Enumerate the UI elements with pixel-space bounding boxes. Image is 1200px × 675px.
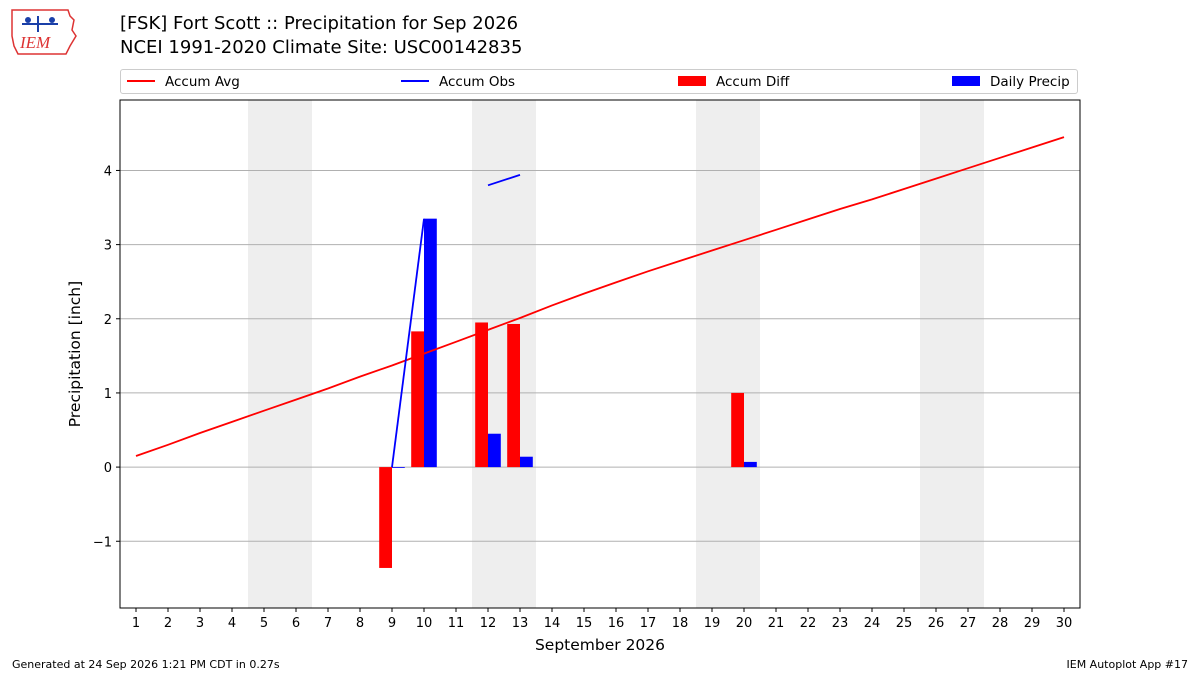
x-tick-label: 6 bbox=[292, 616, 300, 631]
x-tick-label: 1 bbox=[132, 616, 140, 631]
x-tick-label: 2 bbox=[164, 616, 172, 631]
x-tick-label: 16 bbox=[608, 616, 625, 631]
footer-app: IEM Autoplot App #17 bbox=[1066, 658, 1189, 671]
x-tick-label: 30 bbox=[1056, 616, 1073, 631]
daily-precip-bar bbox=[392, 467, 405, 468]
x-tick-label: 23 bbox=[832, 616, 849, 631]
y-tick-label: −1 bbox=[93, 535, 112, 550]
x-tick-label: 26 bbox=[928, 616, 945, 631]
logo-text: IEM bbox=[19, 33, 51, 52]
x-tick-label: 29 bbox=[1024, 616, 1041, 631]
x-tick-label: 17 bbox=[640, 616, 657, 631]
x-tick-label: 7 bbox=[324, 616, 332, 631]
weekend-shade-3 bbox=[696, 100, 760, 608]
legend-item-daily-precip: Daily Precip bbox=[952, 73, 1070, 91]
legend-swatch-daily-precip bbox=[952, 76, 980, 86]
accum-obs-line bbox=[391, 218, 425, 468]
weekend-shade-4 bbox=[920, 100, 984, 608]
x-tick-label: 10 bbox=[416, 616, 433, 631]
y-tick-label: 1 bbox=[104, 387, 112, 402]
x-tick-label: 21 bbox=[768, 616, 785, 631]
chart-title: [FSK] Fort Scott :: Precipitation for Se… bbox=[120, 12, 522, 60]
legend-swatch-accum-diff bbox=[678, 76, 706, 86]
legend-label-accum-avg: Accum Avg bbox=[165, 74, 240, 90]
x-tick-label: 8 bbox=[356, 616, 364, 631]
title-line-2: NCEI 1991-2020 Climate Site: USC00142835 bbox=[120, 37, 523, 58]
legend-item-accum-diff: Accum Diff bbox=[678, 73, 789, 91]
x-tick-label: 15 bbox=[576, 616, 593, 631]
x-tick-label: 3 bbox=[196, 616, 204, 631]
legend-item-accum-obs: Accum Obs bbox=[401, 73, 515, 91]
y-tick-label: 3 bbox=[104, 239, 112, 254]
accum-diff-bar bbox=[411, 331, 424, 468]
x-tick-label: 9 bbox=[388, 616, 396, 631]
weekend-shade-1 bbox=[248, 100, 312, 608]
accum-avg-line bbox=[135, 136, 1065, 457]
accum-obs-line bbox=[487, 174, 521, 187]
x-tick-label: 12 bbox=[480, 616, 497, 631]
x-tick-label: 13 bbox=[512, 616, 529, 631]
iem-logo: IEM bbox=[11, 9, 77, 55]
y-axis-label: Precipitation [inch] bbox=[66, 281, 84, 427]
daily-precip-bar bbox=[744, 461, 757, 468]
x-tick-label: 22 bbox=[800, 616, 817, 631]
accum-diff-bar bbox=[507, 323, 520, 468]
legend-swatch-accum-avg bbox=[127, 80, 155, 82]
x-tick-label: 18 bbox=[672, 616, 689, 631]
legend-label-accum-obs: Accum Obs bbox=[439, 74, 516, 90]
daily-precip-bar bbox=[424, 218, 437, 468]
x-tick-label: 27 bbox=[960, 616, 977, 631]
legend: Accum Avg Accum Obs Accum Diff Daily Pre… bbox=[120, 69, 1078, 94]
legend-swatch-accum-obs bbox=[401, 80, 429, 82]
x-tick-label: 24 bbox=[864, 616, 881, 631]
accum-diff-bar bbox=[379, 467, 392, 568]
plot-frame bbox=[119, 99, 1081, 609]
accum-diff-bar bbox=[475, 322, 488, 468]
x-tick-label: 28 bbox=[992, 616, 1009, 631]
y-tick-label: 2 bbox=[104, 313, 112, 328]
legend-item-accum-avg: Accum Avg bbox=[127, 73, 240, 91]
x-tick-label: 4 bbox=[228, 616, 236, 631]
title-line-1: [FSK] Fort Scott :: Precipitation for Se… bbox=[120, 13, 519, 34]
accum-diff-bar bbox=[731, 392, 744, 468]
x-tick-label: 19 bbox=[704, 616, 721, 631]
x-tick-label: 5 bbox=[260, 616, 268, 631]
x-tick-label: 25 bbox=[896, 616, 913, 631]
footer-generated: Generated at 24 Sep 2026 1:21 PM CDT in … bbox=[12, 658, 280, 671]
legend-label-daily-precip: Daily Precip bbox=[990, 74, 1070, 90]
x-tick-label: 20 bbox=[736, 616, 753, 631]
x-axis-label: September 2026 bbox=[535, 636, 665, 654]
daily-precip-bar bbox=[520, 456, 533, 468]
daily-precip-bar bbox=[488, 433, 501, 468]
x-tick-label: 14 bbox=[544, 616, 561, 631]
y-tick-label: 4 bbox=[104, 164, 112, 179]
y-tick-label: 0 bbox=[104, 461, 112, 476]
legend-label-accum-diff: Accum Diff bbox=[716, 74, 790, 90]
x-tick-label: 11 bbox=[448, 616, 465, 631]
